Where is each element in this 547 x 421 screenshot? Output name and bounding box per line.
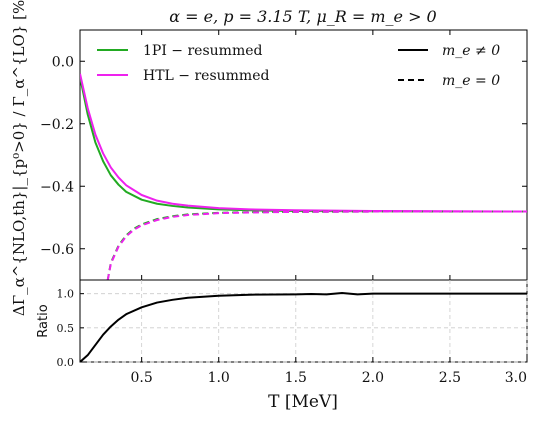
- series-line-3: [106, 210, 527, 280]
- top-y-tick-label: −0.2: [40, 117, 74, 133]
- legend-label-htl: HTL − resummed: [143, 68, 269, 84]
- top-y-tick-label: 0.0: [52, 54, 74, 70]
- top-y-tick-label: −0.4: [40, 179, 74, 195]
- x-axis-label: T [MeV]: [268, 392, 338, 412]
- bottom-y-axis-label: Ratio: [36, 304, 51, 337]
- bottom-y-ticks: 0.0 0.5 1.0: [57, 288, 84, 369]
- bottom-x-tick-label: 1.0: [208, 370, 230, 386]
- top-y-tick-label: −0.6: [40, 242, 74, 258]
- bottom-y-tick-label: 0.0: [57, 356, 75, 369]
- bottom-grid: [80, 280, 528, 363]
- bottom-x-tick-label: 0.5: [131, 370, 153, 386]
- top-panel: 0.0 −0.2 −0.4 −0.6 1PI − resummed HTL − res…: [10, 0, 528, 316]
- legend-label-massive: m_e ≠ 0: [442, 43, 500, 59]
- legend-label-1pi: 1PI − resummed: [143, 43, 263, 59]
- bottom-series: [80, 291, 527, 362]
- top-y-ticks: 0.0 −0.2 −0.4 −0.6: [40, 30, 528, 280]
- chart-title: α = e, p = 3.15 T, μ_R = m_e > 0: [169, 7, 436, 26]
- bottom-x-tick-label: 1.5: [285, 370, 307, 386]
- bottom-x-ticks: 0.5 1.0 1.5 2.0 2.5 3.0: [131, 357, 528, 386]
- ratio-line: [80, 291, 527, 362]
- top-series: [80, 73, 527, 280]
- bottom-x-tick-label: 2.0: [362, 370, 384, 386]
- bottom-x-tick-label: 2.5: [439, 370, 461, 386]
- legend: 1PI − resummed HTL − resummed m_e ≠ 0 m_…: [97, 43, 500, 89]
- series-line-2: [106, 210, 527, 280]
- bottom-y-tick-label: 1.0: [57, 288, 75, 301]
- bottom-panel: 0.0 0.5 1.0 0.5 1.0 1.5 2.0 2.5 3.0 Ratio T [Me…: [36, 279, 528, 412]
- bottom-y-tick-label: 0.5: [57, 322, 75, 335]
- series-line-0: [80, 76, 527, 213]
- legend-label-massless: m_e = 0: [442, 73, 500, 89]
- bottom-panel-frame: [79, 279, 528, 363]
- top-y-axis-label: ΔΓ_α^{NLO,th}|_{p⁰>0} / Γ_α^{LO} [%]: [10, 0, 28, 316]
- series-line-1: [80, 73, 527, 213]
- bottom-x-tick-label: 3.0: [505, 370, 527, 386]
